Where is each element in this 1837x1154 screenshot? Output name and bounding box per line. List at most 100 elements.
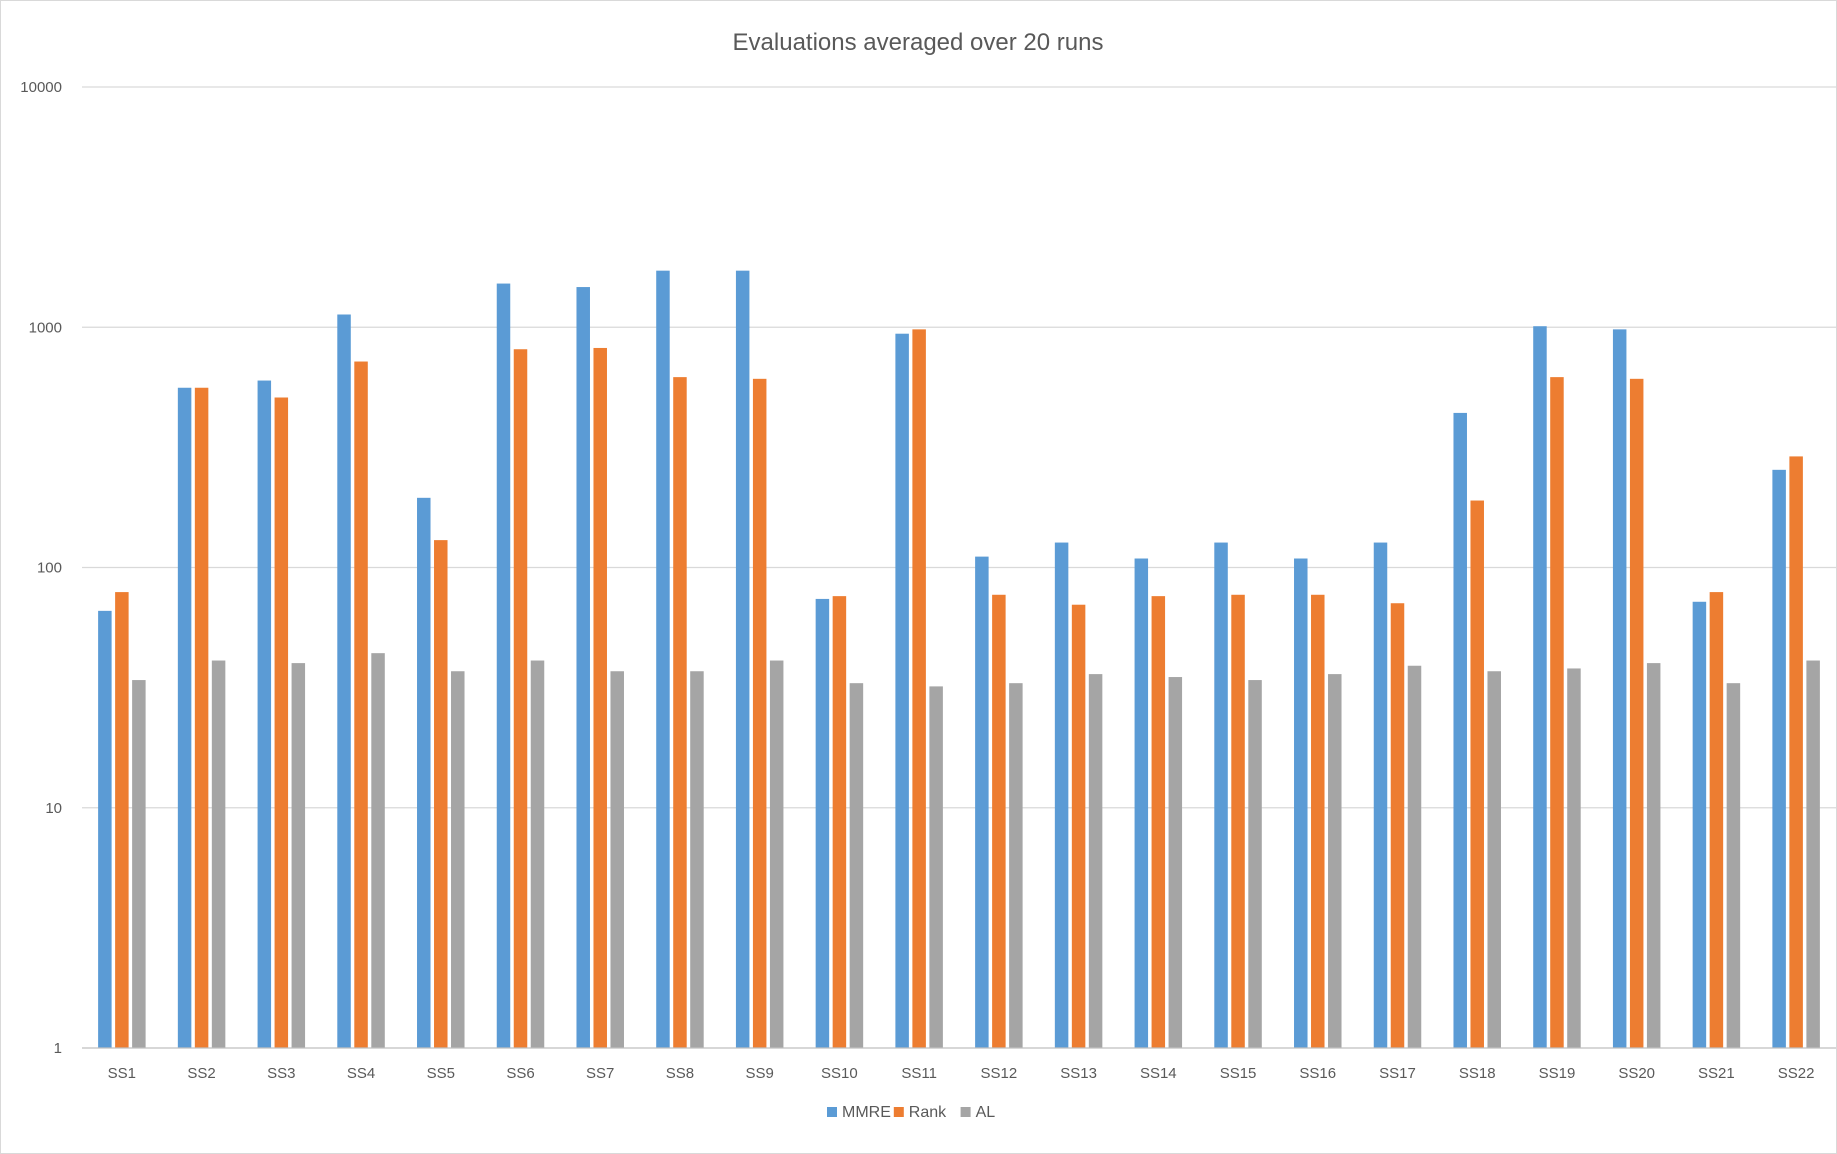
- bar-rank-ss2: [194, 387, 209, 1049]
- bar-al-ss15: [1248, 680, 1262, 1048]
- bar-mmre-ss16: [1294, 558, 1308, 1048]
- legend-label-al: AL: [976, 1104, 996, 1121]
- bar-rank-ss15: [1231, 594, 1245, 1048]
- bar-rank-ss1: [115, 592, 129, 1048]
- x-tick-label: SS11: [901, 1065, 937, 1082]
- bar-al-ss10: [849, 683, 864, 1048]
- bar-al-ss20: [1646, 663, 1661, 1048]
- bar-mmre-ss19: [1533, 326, 1547, 1048]
- bar-mmre-ss3: [257, 380, 272, 1048]
- bar-al-ss5: [451, 671, 465, 1048]
- bar-rank-ss13: [1071, 604, 1086, 1048]
- x-tick-label: SS21: [1698, 1065, 1735, 1082]
- x-tick-label: SS16: [1299, 1065, 1336, 1082]
- legend-label-mmre: MMRE: [842, 1104, 891, 1121]
- y-tick-label: 100: [37, 560, 62, 577]
- legend-swatch-mmre: [827, 1107, 837, 1117]
- bar-mmre-ss17: [1373, 542, 1388, 1048]
- bar-mmre-ss18: [1453, 412, 1467, 1048]
- x-tick-label: SS19: [1539, 1065, 1576, 1082]
- bar-mmre-ss9: [735, 270, 750, 1048]
- bar-al-ss21: [1726, 683, 1741, 1048]
- bar-mmre-ss21: [1692, 601, 1707, 1048]
- bar-mmre-ss20: [1612, 329, 1627, 1049]
- bar-rank-ss8: [673, 377, 687, 1048]
- bar-al-ss13: [1088, 674, 1103, 1048]
- bar-rank-ss19: [1550, 377, 1564, 1048]
- bar-mmre-ss10: [815, 598, 830, 1048]
- x-tick-label: SS15: [1220, 1065, 1257, 1082]
- x-tick-label: SS2: [187, 1065, 215, 1082]
- bar-mmre-ss15: [1214, 542, 1228, 1048]
- bar-rank-ss10: [832, 596, 847, 1048]
- bar-al-ss11: [929, 686, 943, 1048]
- bar-rank-ss7: [593, 347, 607, 1049]
- x-tick-label: SS12: [981, 1065, 1018, 1082]
- bar-rank-ss16: [1311, 594, 1325, 1048]
- bar-rank-ss3: [274, 397, 289, 1049]
- y-tick-label: 1000: [29, 319, 62, 336]
- bar-al-ss22: [1806, 660, 1820, 1048]
- bar-al-ss8: [690, 671, 704, 1048]
- bar-mmre-ss2: [177, 387, 192, 1049]
- x-tick-label: SS20: [1618, 1065, 1655, 1082]
- bar-mmre-ss14: [1134, 558, 1149, 1048]
- x-tick-label: SS6: [506, 1065, 534, 1082]
- bar-rank-ss12: [992, 594, 1006, 1048]
- legend-swatch-rank: [893, 1107, 904, 1117]
- bar-al-ss7: [610, 671, 624, 1048]
- legend-label-rank: Rank: [909, 1104, 947, 1121]
- bars: [98, 270, 1820, 1049]
- bar-al-ss19: [1567, 668, 1581, 1048]
- bar-rank-ss14: [1151, 596, 1166, 1048]
- bar-al-ss6: [530, 660, 545, 1048]
- y-tick-label: 10: [45, 800, 62, 817]
- x-tick-label: SS8: [666, 1065, 694, 1082]
- x-tick-label: SS18: [1459, 1065, 1496, 1082]
- x-tick-label: SS3: [267, 1065, 295, 1082]
- chart-title: Evaluations averaged over 20 runs: [733, 29, 1104, 56]
- bar-al-ss1: [132, 680, 146, 1048]
- legend: MMRE Rank AL: [827, 1104, 995, 1121]
- bar-mmre-ss1: [98, 610, 112, 1048]
- bar-rank-ss22: [1789, 456, 1803, 1048]
- bar-rank-ss17: [1390, 603, 1405, 1048]
- bar-mmre-ss8: [656, 270, 670, 1048]
- bar-al-ss14: [1168, 677, 1183, 1048]
- bar-mmre-ss13: [1054, 542, 1069, 1048]
- bar-rank-ss11: [912, 329, 926, 1049]
- y-tick-label: 1: [54, 1040, 62, 1057]
- bar-rank-ss6: [513, 349, 528, 1049]
- bar-mmre-ss4: [337, 314, 351, 1048]
- bar-al-ss2: [211, 660, 226, 1048]
- x-tick-label: SS17: [1379, 1065, 1416, 1082]
- x-tick-label: SS7: [586, 1065, 614, 1082]
- bar-mmre-ss22: [1772, 469, 1786, 1048]
- bar-rank-ss21: [1709, 592, 1724, 1048]
- bar-rank-ss18: [1470, 500, 1484, 1049]
- bar-rank-ss5: [434, 540, 448, 1048]
- bar-mmre-ss12: [975, 556, 989, 1048]
- y-axis: 1 10 100 1000 10000: [20, 79, 62, 1057]
- x-tick-label: SS9: [746, 1065, 774, 1082]
- bar-rank-ss4: [354, 361, 368, 1048]
- x-tick-label: SS14: [1140, 1065, 1177, 1082]
- bar-al-ss18: [1487, 671, 1501, 1048]
- x-tick-label: SS1: [108, 1065, 136, 1082]
- bar-al-ss4: [371, 653, 385, 1048]
- x-tick-label: SS4: [347, 1065, 375, 1082]
- x-axis: SS1 SS2 SS3 SS4 SS5 SS6 SS7 SS8 SS9 SS10 SS11 SS12 S…: [82, 1047, 1836, 1082]
- bar-mmre-ss11: [895, 333, 909, 1048]
- bar-rank-ss9: [752, 378, 767, 1049]
- bar-al-ss16: [1328, 674, 1342, 1048]
- x-tick-label: SS10: [821, 1065, 858, 1082]
- x-tick-label: SS13: [1060, 1065, 1097, 1082]
- bar-al-ss9: [769, 660, 784, 1048]
- legend-swatch-al: [960, 1107, 971, 1117]
- bar-al-ss17: [1407, 665, 1422, 1048]
- bar-mmre-ss7: [576, 287, 590, 1048]
- y-tick-label: 10000: [20, 79, 62, 96]
- bar-rank-ss20: [1629, 378, 1644, 1049]
- bar-mmre-ss5: [417, 497, 431, 1048]
